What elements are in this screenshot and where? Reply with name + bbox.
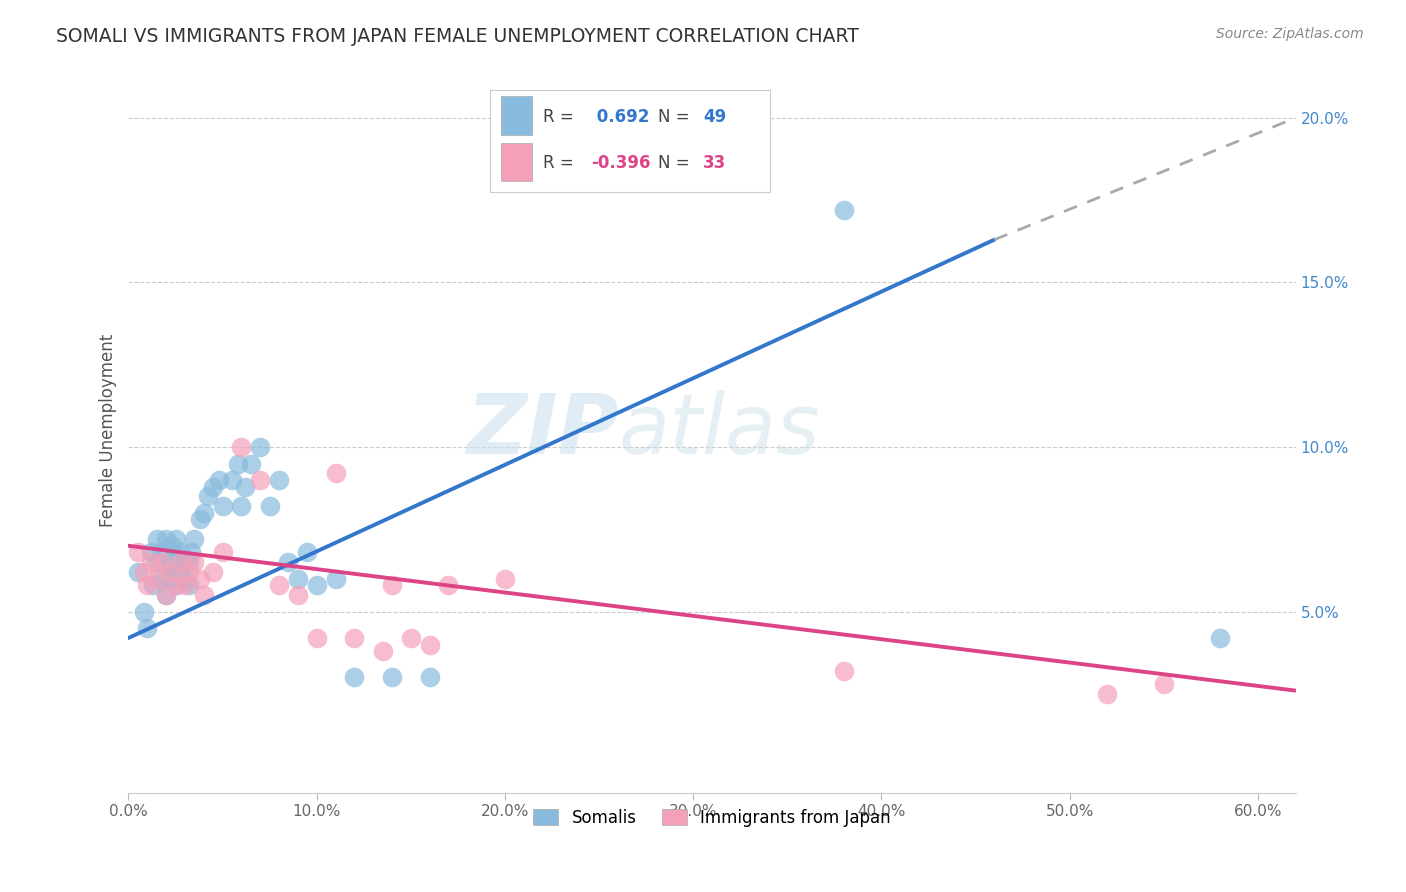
Point xyxy=(136,621,159,635)
Point xyxy=(165,578,187,592)
Point xyxy=(208,473,231,487)
Point xyxy=(267,578,290,592)
Point xyxy=(1153,677,1175,691)
Point xyxy=(150,555,173,569)
Point xyxy=(325,467,347,481)
Point xyxy=(193,506,215,520)
Point xyxy=(177,565,200,579)
Point xyxy=(343,670,366,684)
Point xyxy=(287,588,309,602)
Point xyxy=(371,644,394,658)
Legend: Somalis, Immigrants from Japan: Somalis, Immigrants from Japan xyxy=(524,800,898,835)
Point xyxy=(169,565,191,579)
Point xyxy=(170,555,193,569)
Point xyxy=(159,565,181,579)
Point xyxy=(343,631,366,645)
Point xyxy=(165,532,187,546)
Point xyxy=(132,605,155,619)
Point xyxy=(183,555,205,569)
Point xyxy=(174,578,197,592)
Point xyxy=(325,572,347,586)
Point xyxy=(155,532,177,546)
Point xyxy=(127,565,149,579)
Point xyxy=(193,588,215,602)
Point xyxy=(174,572,197,586)
Point xyxy=(136,578,159,592)
Point xyxy=(188,512,211,526)
Point xyxy=(139,555,162,569)
Text: atlas: atlas xyxy=(619,390,820,471)
Point xyxy=(305,631,328,645)
Point xyxy=(150,545,173,559)
Point xyxy=(139,545,162,559)
Point xyxy=(132,565,155,579)
Point xyxy=(1209,631,1232,645)
Point xyxy=(211,545,233,559)
Point xyxy=(239,457,262,471)
Point xyxy=(277,555,299,569)
Point xyxy=(127,545,149,559)
Point xyxy=(1097,687,1119,701)
Point xyxy=(174,555,197,569)
Point xyxy=(437,578,460,592)
Point xyxy=(832,664,855,678)
Point xyxy=(226,457,249,471)
Point xyxy=(145,532,167,546)
Point xyxy=(180,545,202,559)
Point xyxy=(381,578,404,592)
Point xyxy=(249,473,271,487)
Point xyxy=(188,572,211,586)
Point xyxy=(202,565,225,579)
Point xyxy=(231,500,253,514)
Point xyxy=(287,572,309,586)
Point xyxy=(197,490,219,504)
Point xyxy=(145,555,167,569)
Point xyxy=(419,638,441,652)
Point xyxy=(183,532,205,546)
Point xyxy=(494,572,516,586)
Point xyxy=(249,440,271,454)
Point xyxy=(381,670,404,684)
Point xyxy=(159,555,181,569)
Point xyxy=(155,588,177,602)
Point xyxy=(142,578,165,592)
Point xyxy=(259,500,281,514)
Point xyxy=(155,588,177,602)
Point xyxy=(211,500,233,514)
Point xyxy=(160,539,183,553)
Y-axis label: Female Unemployment: Female Unemployment xyxy=(100,334,117,527)
Point xyxy=(832,202,855,217)
Point xyxy=(165,555,187,569)
Point xyxy=(177,555,200,569)
Point xyxy=(267,473,290,487)
Point xyxy=(165,578,187,592)
Point xyxy=(305,578,328,592)
Text: ZIP: ZIP xyxy=(465,390,619,471)
Point xyxy=(150,572,173,586)
Point xyxy=(233,479,256,493)
Point xyxy=(202,479,225,493)
Point xyxy=(159,572,181,586)
Point xyxy=(170,545,193,559)
Point xyxy=(145,572,167,586)
Point xyxy=(297,545,319,559)
Point xyxy=(399,631,422,645)
Point xyxy=(177,578,200,592)
Text: SOMALI VS IMMIGRANTS FROM JAPAN FEMALE UNEMPLOYMENT CORRELATION CHART: SOMALI VS IMMIGRANTS FROM JAPAN FEMALE U… xyxy=(56,27,859,45)
Point xyxy=(231,440,253,454)
Point xyxy=(221,473,243,487)
Text: Source: ZipAtlas.com: Source: ZipAtlas.com xyxy=(1216,27,1364,41)
Point xyxy=(419,670,441,684)
